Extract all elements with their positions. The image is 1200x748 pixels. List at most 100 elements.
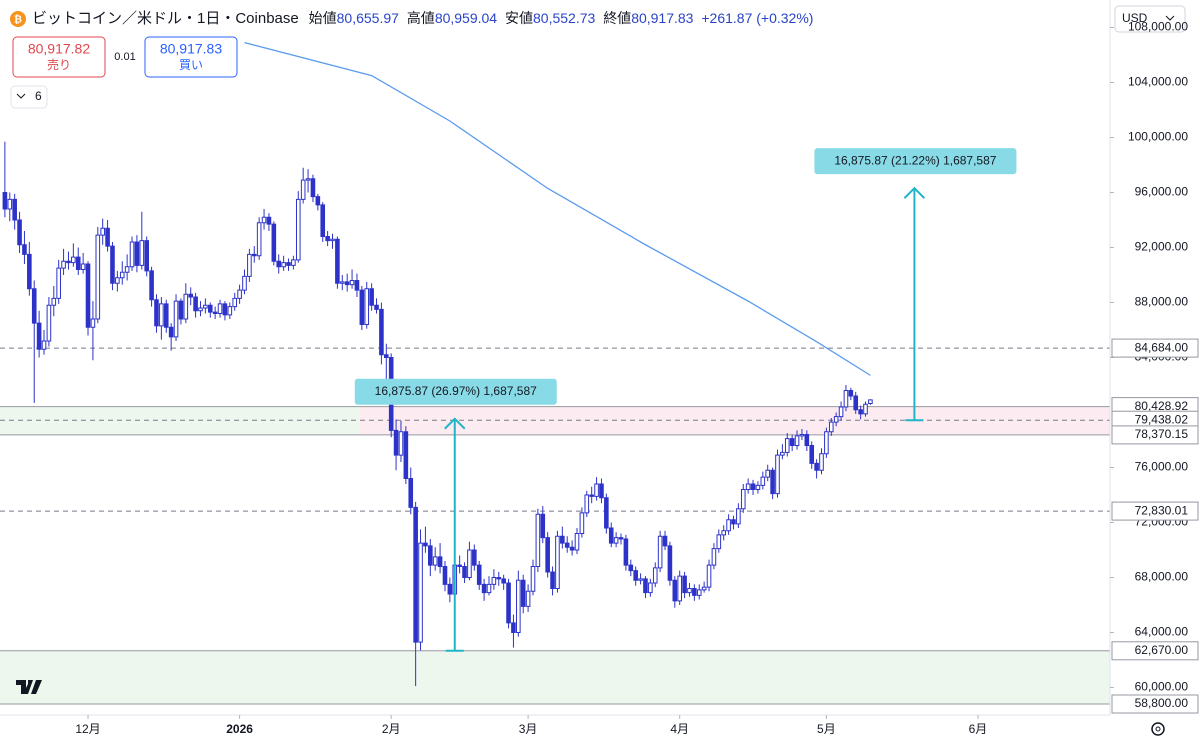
candle-body [496,577,502,580]
candle-body [27,253,32,290]
indicator-toggle[interactable] [10,85,48,109]
measure-head [903,186,926,199]
candle-body [291,259,296,266]
x-tick-label: 12月 [75,722,100,736]
candle-body [31,288,37,324]
candle-body [740,489,746,510]
y-tick-label: 96,000.00 [1135,185,1189,199]
tv-logo [16,680,42,694]
candle-body [203,304,208,309]
candle-body [100,227,105,236]
candle-body [168,326,174,338]
plot-area: 16,875.87 (26.97%) 1,687,587 16,875.87 (2… [0,41,1110,705]
candle-body [662,535,668,547]
candle-body [755,484,761,490]
candle-body [638,578,643,581]
candle-body [814,462,819,471]
candle-body [335,238,340,284]
level-tag [1111,641,1199,661]
measure-head [444,417,466,430]
candle-body [217,303,223,314]
candle-body [457,564,462,567]
candle-body [770,469,775,495]
candle-body [706,564,712,588]
candle-body [383,354,389,358]
candle-body [354,280,360,291]
candle-body [701,586,707,591]
candle-body [163,303,169,328]
candle-body [784,438,790,453]
zone [0,650,1110,704]
candle-body [325,236,330,242]
candle-body [374,304,379,310]
candle-body [711,548,717,566]
change: +261.87 (+0.32%) [701,10,813,26]
settings-icon[interactable] [1151,722,1165,736]
candle-body [633,570,638,581]
candle-body [364,288,370,325]
candle-body [266,216,272,225]
candle-body [105,227,110,247]
level-tag-label: 58,800.00 [1135,696,1189,710]
candle-body [237,289,242,299]
buy-button[interactable] [144,36,238,78]
indicator-count: 6 [35,89,42,103]
candle-body [310,178,316,198]
candle-body [628,564,634,572]
candle-body [560,535,565,544]
y-tick-label: 76,000.00 [1135,460,1189,474]
candle-body [129,241,135,268]
candle-body [828,421,834,433]
candle-body [491,577,497,585]
level-tag-label: 80,428.92 [1135,399,1189,413]
candle-body [339,281,345,284]
ohlc-label: 高値 [407,10,435,26]
candle-body [144,240,149,272]
candle-body [799,434,805,437]
candle-body [530,566,536,592]
candle-body [506,582,511,624]
candle-body [178,300,184,320]
sell-button[interactable] [12,36,106,78]
candle-body [115,277,120,284]
moving-average [244,41,871,376]
candle-body [501,578,506,584]
candle-body [667,545,673,581]
level-tag-label: 79,438.02 [1135,412,1189,426]
candle-body [251,253,257,257]
candle-body [833,416,839,423]
candle-body [408,478,414,508]
candle-body [75,256,81,270]
currency: USD [1122,11,1148,25]
candle-body [745,483,751,490]
candle-body [584,494,590,514]
candle-body [247,253,252,277]
candle-body [618,537,624,540]
spread: 0.01 [114,51,135,63]
currency-select[interactable] [1114,5,1186,33]
candle-body [188,293,194,298]
candle-body [124,266,130,273]
candle-body [71,256,76,264]
candle-body [295,198,301,261]
header: ビットコイン／米ドル・1日・Coinbase 始値80,655.97 高値80,… [32,10,813,27]
candle-body [819,453,824,471]
candle-body [428,545,433,566]
candle-body [66,260,71,264]
level-tag [1111,425,1199,445]
coin-symbol: ₿ [14,14,22,26]
ohlc-value: 80,959.04 [435,10,497,26]
candle-body [789,438,795,446]
candle-body [110,245,115,284]
candle-body [418,542,423,643]
candle-body [330,238,335,242]
candle-body [22,244,27,255]
candle-body [359,289,365,325]
candle-body [403,431,409,479]
candle-body [476,564,482,585]
candle-body [657,535,663,569]
x-tick-label: 6月 [969,722,988,736]
candle-body [794,435,800,446]
candle-body [256,222,262,257]
candle-body [520,579,526,607]
